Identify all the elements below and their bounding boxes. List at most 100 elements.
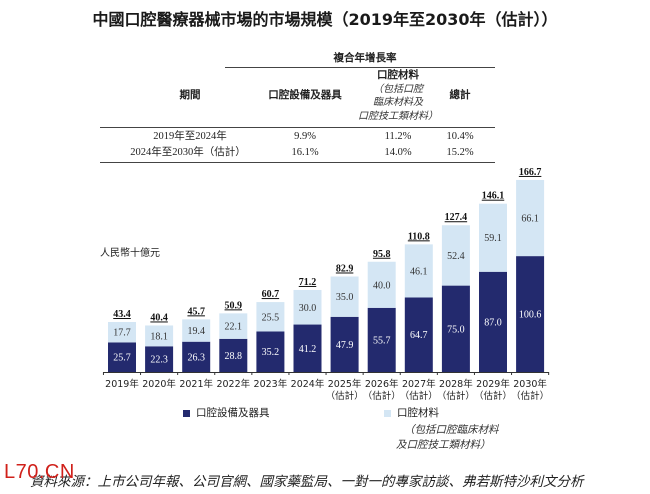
table-rule-top — [225, 67, 495, 68]
bar-label-materials: 40.0 — [373, 280, 391, 291]
bar-label-equipment: 87.0 — [484, 317, 502, 328]
x-tick-label-note: （估計） — [326, 390, 364, 402]
bar-materials — [404, 244, 433, 298]
column-header-total: 總計 — [449, 89, 471, 101]
bar-label-materials: 52.4 — [447, 251, 465, 262]
bar-total-label: 43.4 — [113, 309, 131, 320]
bar-label-equipment: 35.2 — [262, 347, 280, 358]
bar-equipment — [256, 331, 285, 372]
x-tick-label: 2027年 — [402, 378, 436, 390]
x-tick-label: 2024年 — [291, 378, 325, 390]
row-materials-cagr: 14.0% — [384, 147, 412, 158]
column-header-materials: 口腔材料 — [377, 69, 419, 81]
bar-materials — [330, 276, 359, 317]
bar-equipment — [367, 307, 396, 372]
bar-label-materials: 59.1 — [484, 233, 502, 244]
bar-label-materials: 66.1 — [521, 214, 539, 225]
bar-label-materials: 46.1 — [410, 266, 428, 277]
row-equipment-cagr: 9.9% — [294, 131, 316, 142]
bar-label-materials: 35.0 — [336, 292, 354, 303]
legend-note-materials: 及口腔技工類材料） — [396, 439, 491, 451]
chart-ylabel: 人民幣十億元 — [100, 248, 160, 259]
legend-note-materials: （包括口腔臨床材料 — [404, 424, 499, 436]
bar-label-equipment: 75.0 — [447, 324, 465, 335]
legend-swatch-materials — [384, 410, 391, 417]
bar-total-label: 50.9 — [225, 300, 243, 311]
bar-total-label: 127.4 — [445, 212, 468, 223]
bar-total-label: 45.7 — [187, 306, 205, 317]
table-group-header: 複合年增長率 — [333, 52, 397, 64]
bar-materials — [479, 203, 507, 272]
bar-label-equipment: 22.3 — [150, 355, 168, 366]
x-tick-label-note: （估計） — [474, 390, 512, 402]
bar-total-label: 82.9 — [336, 263, 354, 274]
bar-label-materials: 17.7 — [113, 328, 131, 339]
bar-materials — [219, 313, 248, 339]
bar-total-label: 146.1 — [482, 191, 505, 202]
x-tick-label: 2030年 — [513, 378, 547, 390]
column-header-materials-note: 口腔技工類材料） — [358, 111, 438, 122]
x-tick-label-note: （估計） — [437, 390, 475, 402]
bar-materials — [108, 322, 136, 343]
column-header-materials-note: （包括口腔 — [373, 84, 423, 95]
x-tick-label: 2023年 — [254, 378, 288, 390]
bar-equipment — [145, 346, 174, 372]
table-rule-header — [100, 127, 495, 128]
bar-materials — [367, 261, 396, 308]
row-period: 2024年至2030年（估計） — [130, 147, 246, 158]
bar-total-label: 95.8 — [373, 249, 391, 260]
x-tick-label: 2028年 — [439, 378, 473, 390]
bar-equipment — [441, 285, 470, 372]
column-header-period: 期間 — [179, 89, 201, 101]
bar-total-label: 166.7 — [519, 167, 542, 178]
bar-materials — [441, 225, 470, 286]
source-note: 資料來源：上市公司年報、公司官網、國家藥監局、一對一的專家訪談、弗若斯特沙利文分… — [30, 474, 584, 490]
bar-equipment — [219, 338, 248, 372]
bar-materials — [516, 179, 545, 257]
row-total-cagr: 10.4% — [446, 131, 474, 142]
column-header-materials-note: 臨床材料及 — [373, 97, 423, 108]
row-equipment-cagr: 16.1% — [291, 147, 319, 158]
bar-label-materials: 30.0 — [299, 303, 317, 314]
x-tick-label: 2026年 — [365, 378, 399, 390]
bar-label-equipment: 28.8 — [225, 351, 243, 362]
bar-equipment — [479, 271, 507, 372]
bar-materials — [256, 302, 285, 332]
bar-equipment — [108, 342, 136, 372]
bar-label-equipment: 55.7 — [373, 335, 391, 346]
bar-label-equipment: 25.7 — [113, 353, 131, 364]
bar-label-equipment: 100.6 — [519, 310, 542, 321]
x-tick-label: 2022年 — [216, 378, 250, 390]
x-tick-label-note: （估計） — [511, 390, 549, 402]
page-title: 中國口腔醫療器械市場的市場規模（2019年至2030年（估計）） — [92, 10, 558, 29]
row-total-cagr: 15.2% — [446, 147, 474, 158]
row-materials-cagr: 11.2% — [384, 131, 412, 142]
table-rule-bottom — [100, 162, 495, 163]
x-tick-label-note: （估計） — [400, 390, 438, 402]
bar-label-materials: 25.5 — [262, 312, 280, 323]
bar-label-equipment: 41.2 — [299, 344, 317, 355]
bar-equipment — [516, 256, 545, 372]
x-tick-label: 2029年 — [476, 378, 510, 390]
bar-total-label: 60.7 — [262, 289, 280, 300]
x-tick-label: 2020年 — [142, 378, 176, 390]
x-tick-label-note: （估計） — [363, 390, 401, 402]
bar-equipment — [182, 341, 211, 372]
bar-total-label: 71.2 — [299, 277, 317, 288]
x-tick-label: 2025年 — [328, 378, 362, 390]
row-period: 2019年至2024年 — [153, 131, 227, 142]
x-tick-label: 2019年 — [105, 378, 139, 390]
legend-label-equipment: 口腔設備及器具 — [196, 407, 270, 419]
column-header-equipment: 口腔設備及器具 — [268, 89, 342, 101]
bar-materials — [293, 289, 322, 325]
bar-materials — [145, 325, 174, 347]
bar-label-equipment: 26.3 — [187, 352, 205, 363]
bar-label-materials: 22.1 — [225, 322, 243, 333]
bar-equipment — [404, 297, 433, 372]
bar-label-materials: 19.4 — [187, 326, 205, 337]
x-tick-label: 2021年 — [179, 378, 213, 390]
bar-label-materials: 18.1 — [150, 331, 168, 342]
bar-total-label: 110.8 — [408, 231, 430, 242]
bar-equipment — [293, 324, 322, 372]
